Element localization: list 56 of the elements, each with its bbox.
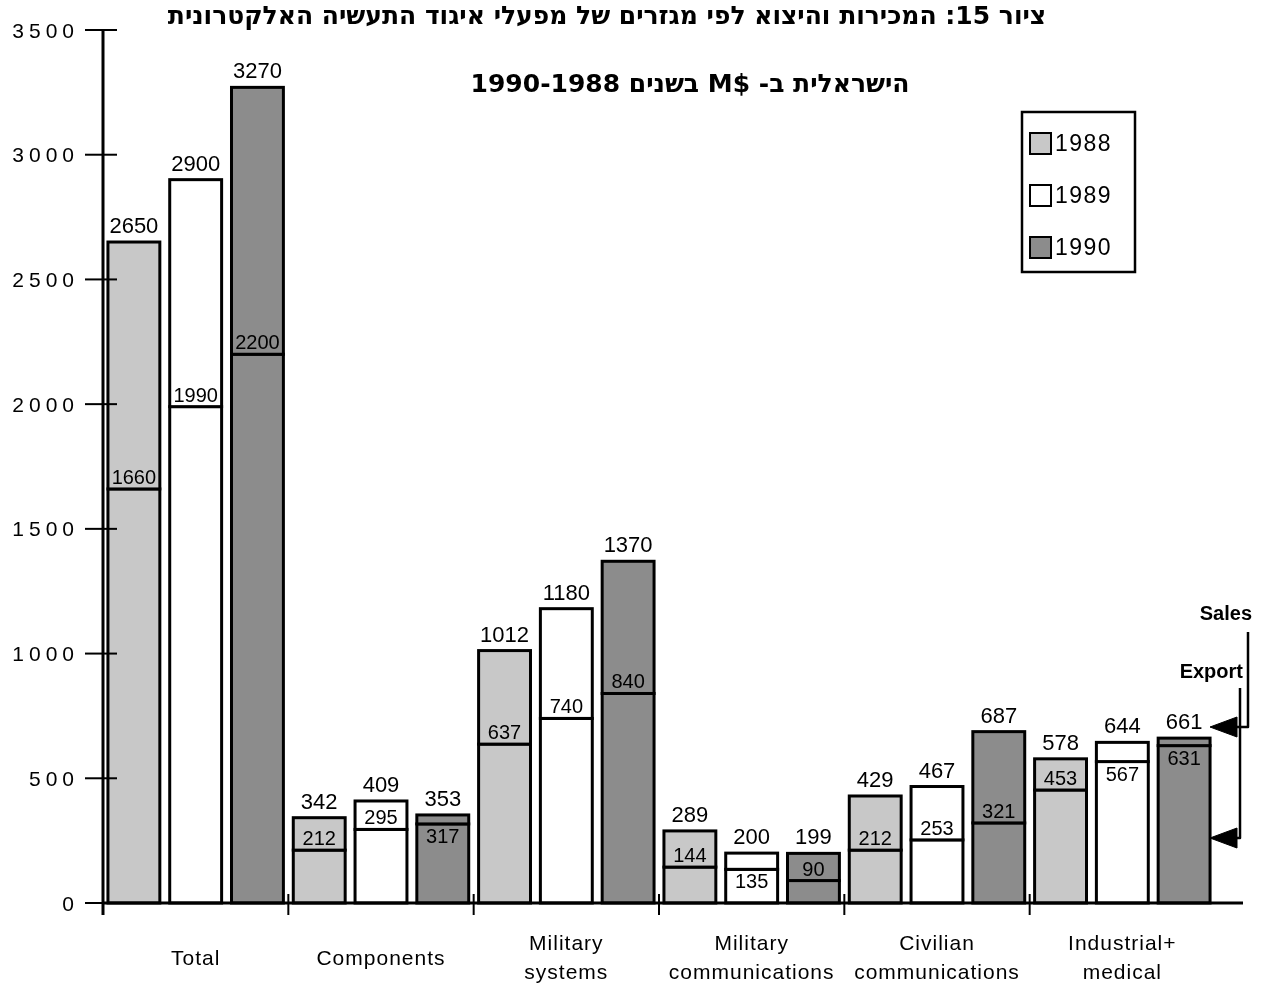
data-label: 740 [549,695,583,718]
annotation: Sales [1199,602,1252,624]
data-label: 453 [1043,767,1078,789]
data-label: 631 [1167,746,1201,769]
legend-label: 1989 [1055,182,1113,208]
total-label: 342 [300,788,338,814]
tick-label: 2000 [12,392,79,416]
total-label: 578 [1042,729,1079,755]
total-label: 200 [733,824,771,850]
tick-label: 2500 [12,267,79,291]
category-label: Total [171,945,221,969]
tick-label: 500 [28,766,79,790]
tick-label: 1500 [12,517,79,541]
total-label: 2900 [171,150,221,176]
total-label: 644 [1103,713,1141,739]
total-label: 3270 [232,58,282,84]
annotation: Export [1179,660,1243,682]
category-label: Military systems [524,931,609,983]
category-label: Military communications [668,931,835,983]
total-label: 289 [671,801,709,827]
tick-label: 3000 [12,143,79,167]
total-label: 2650 [109,213,159,238]
category-label: Industrial+ medical [1068,931,1177,983]
data-label: 1660 [111,465,157,488]
category-label: Components [316,945,446,969]
legend-label: 1990 [1055,234,1113,260]
tick-label: 1000 [12,642,79,666]
total-label: 467 [918,757,956,783]
total-label: 199 [795,824,832,850]
total-label: 1180 [542,579,590,605]
data-label: 840 [611,670,645,693]
data-label: 567 [1105,762,1139,785]
title: ציור 15: המכירות והיצוא לפי מגזרים של מפעלי איגוד התעשיה האלקטרונית [167,1,1047,30]
total-label: 687 [980,702,1018,728]
data-label: 90 [802,857,825,880]
total-label: 661 [1165,709,1203,735]
total-label: 1012 [480,621,530,647]
data-label: 253 [920,816,954,839]
total-label: 1370 [603,532,653,558]
data-label: 212 [858,827,892,850]
data-label: 321 [982,799,1016,822]
total-label: 429 [856,767,894,792]
data-label: 144 [673,844,707,867]
data-label: 637 [487,721,522,744]
tick-label: 0 [62,891,79,915]
legend-label: 1988 [1055,130,1113,156]
data-label: 295 [364,806,398,829]
data-label: 2200 [235,331,280,354]
total-label: 353 [424,785,462,811]
data-label: 1990 [173,383,218,406]
data-label: 317 [426,824,460,847]
data-label: 135 [735,870,769,893]
data-label: 212 [302,827,336,850]
tick-label: 3500 [12,18,79,42]
total-label: 409 [362,772,400,797]
category-label: Civilian communications [854,931,1020,983]
